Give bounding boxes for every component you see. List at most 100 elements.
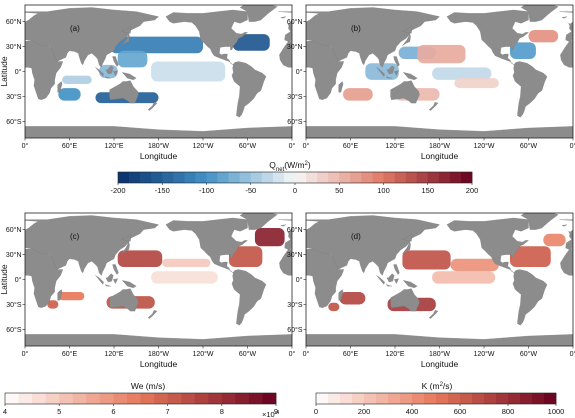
- map-panel-3: (c) 0° 60°E 120°E 180°W 120°W 60°W 0° 60°N 30°N 0°…: [0, 212, 296, 369]
- colorbar-segment: [448, 393, 461, 404]
- colorbar-tick-label: 8: [220, 407, 224, 416]
- colorbar-tick-label: 9: [274, 407, 278, 416]
- x-tick-label: 120°E: [104, 350, 123, 358]
- data-cell: [509, 42, 536, 60]
- data-cell: [450, 258, 499, 272]
- colorbar-segment: [416, 172, 429, 183]
- land-mass: [105, 65, 114, 75]
- land-mass: [386, 65, 395, 75]
- data-cell: [58, 88, 81, 101]
- colorbar-segment: [151, 172, 163, 183]
- x-tick-label: 60°E: [62, 142, 78, 150]
- land-mass: [559, 219, 573, 250]
- x-axis-label: Longitude: [140, 151, 178, 161]
- colorbar-tick-label: -200: [110, 186, 125, 195]
- y-tick-label: 60°N: [6, 226, 22, 234]
- map-panel-1: (a) 0° 60°E 120°E 180°W 120°W 60°W 0° 60°N 30°N 0°…: [0, 4, 296, 161]
- land-mass: [561, 16, 568, 19]
- panel-label: (b): [351, 24, 361, 33]
- data-cell: [47, 300, 59, 309]
- land-mass: [561, 224, 568, 227]
- land-mass: [559, 11, 573, 42]
- x-tick-label: 120°W: [192, 142, 213, 150]
- land-mass: [402, 280, 418, 288]
- colorbar-segment: [328, 393, 341, 404]
- k-colorbar-title: K (m2/s): [422, 381, 453, 391]
- data-cell: [417, 44, 466, 64]
- land-mass: [394, 70, 399, 76]
- x-axis-label: Longitude: [421, 151, 459, 161]
- x-tick-label: 180°W: [429, 142, 450, 150]
- colorbar-segment: [194, 393, 209, 404]
- colorbar-segment: [544, 393, 557, 404]
- colorbar-segment: [400, 393, 413, 404]
- land-mass: [25, 215, 159, 276]
- colorbar-tick-label: 200: [466, 186, 479, 195]
- colorbar-segment: [208, 393, 223, 404]
- land-mass: [109, 288, 139, 312]
- colorbar-tick-label: 150: [421, 186, 434, 195]
- colorbar-segment: [272, 172, 285, 183]
- land-mass: [393, 56, 400, 67]
- y-tick-label: 60°S: [6, 326, 22, 334]
- colorbar-segment: [118, 172, 130, 183]
- y-tick-label: 30°S: [6, 93, 22, 101]
- colorbar-segment: [376, 393, 389, 404]
- land-mass: [121, 241, 130, 254]
- data-cell: [162, 258, 211, 268]
- colorbar-segment: [167, 393, 182, 404]
- data-cell: [432, 271, 496, 284]
- colorbar-tick-label: 200: [358, 407, 371, 416]
- data-cell: [58, 291, 85, 301]
- panel-label: (a): [70, 24, 80, 33]
- land-mass: [109, 80, 139, 104]
- y-tick-label: 30°N: [6, 43, 22, 51]
- land-mass: [112, 264, 119, 275]
- land-mass: [295, 17, 300, 19]
- y-tick-label: 0°: [15, 68, 22, 76]
- land-mass: [165, 217, 248, 273]
- data-cell: [528, 29, 559, 43]
- colorbar-tick-label: 800: [502, 407, 515, 416]
- colorbar-segment: [250, 172, 263, 183]
- colorbar-segment: [508, 393, 521, 404]
- colorbar-segment: [427, 172, 440, 183]
- data-cell: [117, 250, 163, 268]
- x-tick-label: 60°W: [520, 350, 538, 358]
- colorbar-segment: [295, 172, 307, 183]
- land-mass: [280, 16, 287, 19]
- map-panel-2: (b) 0° 60°E 120°E 180°W 120°W 60°W 0° 60°N 30°N 0°…: [287, 4, 575, 161]
- land-mass: [295, 225, 300, 227]
- panel-label: (d): [351, 232, 361, 241]
- x-tick-label: 120°W: [473, 350, 494, 358]
- land-mass: [95, 275, 104, 285]
- land-mass: [25, 334, 26, 346]
- colorbar-segment: [261, 172, 274, 183]
- land-mass: [306, 40, 345, 100]
- colorbar-segment: [340, 393, 353, 404]
- land-mass: [57, 289, 63, 301]
- land-mass: [385, 284, 393, 287]
- x-tick-label: 180°W: [429, 350, 450, 358]
- x-tick-label: 60°W: [520, 142, 538, 150]
- colorbar-segment: [520, 393, 533, 404]
- colorbar-segment: [449, 172, 462, 183]
- y-tick-label: 60°N: [287, 18, 303, 26]
- colorbar-segment: [283, 172, 296, 183]
- colorbar-segment: [388, 393, 401, 404]
- land-mass: [306, 215, 440, 276]
- land-mass: [25, 28, 26, 30]
- y-axis-label: Latitude: [0, 264, 9, 295]
- land-mass: [278, 11, 292, 42]
- land-mass: [402, 241, 411, 254]
- land-mass: [121, 33, 130, 46]
- land-mass: [25, 334, 292, 346]
- land-mass: [278, 219, 292, 250]
- y-tick-label: 30°S: [287, 301, 303, 309]
- land-mass: [385, 76, 393, 79]
- colorbar-segment: [113, 393, 128, 404]
- colorbar-segment: [328, 172, 340, 183]
- land-mass: [288, 231, 292, 238]
- data-cell: [509, 246, 551, 268]
- x-tick-label: 0°: [570, 350, 575, 358]
